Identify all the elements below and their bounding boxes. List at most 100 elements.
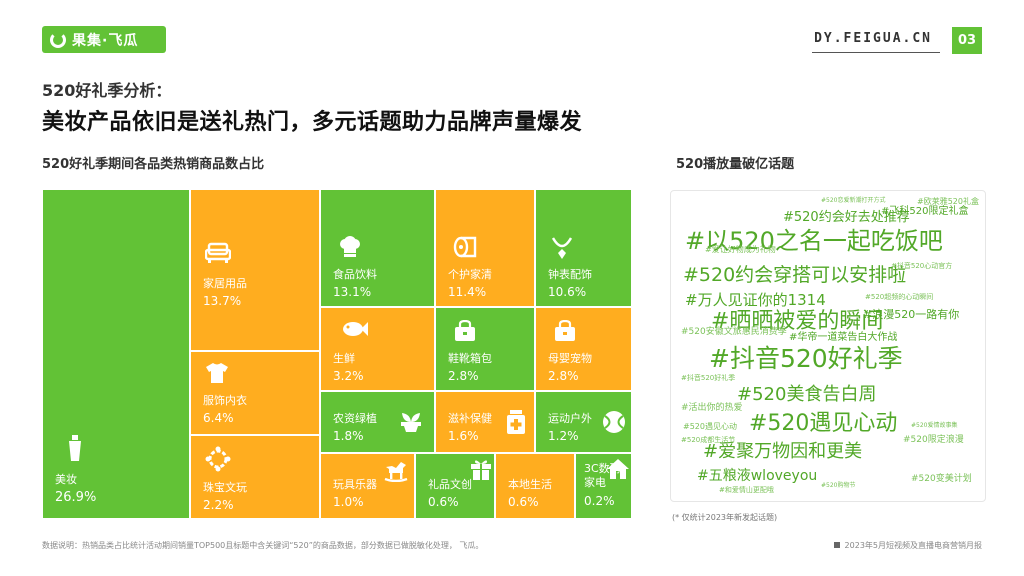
word-cloud-topic: #520遇见心动 [683,422,737,431]
word-cloud-topic: #抖音520好礼季 [681,374,736,382]
treemap-tile-value: 2.8% [448,369,479,383]
treemap-tile-value: 1.6% [448,429,479,443]
word-cloud-note: (* 仅统计2023年新发起话题) [672,513,778,522]
treemap-tile-label: 个护家清 [448,268,492,281]
treemap-tile: 本地生活 0.6% [495,453,575,519]
treemap-tile-label: 服饰内衣 [203,394,247,407]
treemap-tile-value: 6.4% [203,411,234,425]
treemap-tile-value: 1.2% [548,429,579,443]
treemap-tile-label: 本地生活 [508,478,552,491]
treemap-tile-value: 11.4% [448,285,487,299]
word-cloud-title: 520播放量破亿话题 [676,157,795,172]
treemap-tile: 母婴宠物 2.8% [535,307,632,391]
sofa-icon [204,242,232,268]
house-icon [606,458,630,484]
tshirt-icon [205,362,229,388]
treemap-tile: 珠宝文玩 2.2% [190,435,320,519]
treemap-tile-label: 母婴宠物 [548,352,592,365]
treemap-tile-value: 0.6% [428,495,459,509]
word-cloud-topic: #520成都生活节 [681,436,736,444]
word-cloud-topic: #520超频的心动瞬间 [865,293,934,301]
treemap-tile-label: 运动户外 [548,412,592,425]
treemap-tile-label: 鞋靴箱包 [448,352,492,365]
word-cloud-topic: #520限定浪漫 [903,435,964,445]
treemap-tile-label: 食品饮料 [333,268,377,281]
treemap-tile: 玩具乐器 1.0% [320,453,415,519]
footer-report-name: 2023年5月短视频及直播电商营销月报 [834,540,982,551]
word-cloud-topic: #以520之名一起吃饭吧 [685,227,943,255]
word-cloud: #以520之名一起吃饭吧 #520约会穿搭可以安排啦 #晒晒被爱的瞬间 #抖音520好… [670,190,986,502]
word-cloud-topic: #活出你的热爱 [681,403,743,413]
treemap-tile-label: 农资绿植 [333,412,377,425]
gift-icon [470,458,492,484]
treemap-tile: 农资绿植 1.8% [320,391,435,453]
treemap-tile-value: 13.7% [203,294,242,308]
word-cloud-topic: #飞科520限定礼盒 [881,206,969,217]
word-cloud-topic: #爱让好物成为礼物 [705,245,776,254]
treemap-tile: 钟表配饰 10.6% [535,189,632,307]
treemap-tile-value: 13.1% [333,285,372,299]
chart-title: 520好礼季期间各品类热销商品数占比 [42,157,265,172]
logo-text: 果集·飞瓜 [72,32,139,49]
word-cloud-topic: #华帝一道菜告白大作战 [789,332,898,343]
treemap-tile-label: 礼品文创 [428,478,472,491]
treemap-tile: 鞋靴箱包 2.8% [435,307,535,391]
word-cloud-topic: #爱聚万物因和更美 [703,441,863,462]
section-subtitle: 520好礼季分析： [42,81,172,100]
word-cloud-topic: #抖音520好礼季 [709,344,903,373]
word-cloud-topic: #520变美计划 [911,474,972,484]
treemap-tile-label: 珠宝文玩 [203,481,247,494]
word-cloud-topic: #抖音520心动官方 [891,262,953,270]
treemap-tile-label: 生鲜 [333,352,355,365]
word-cloud-topic: #五粮液wloveyou [697,468,818,484]
treemap-chart: 美妆 26.9% 家居用品 13.7% 服饰内衣 6.4% 珠宝文玩 2.2% 食品饮料 13.1… [42,189,632,519]
medicine-icon [506,410,526,438]
treemap-tile: 生鲜 3.2% [320,307,435,391]
word-cloud-topic: #520爱情故事集 [911,422,958,429]
treemap-tile-value: 3.2% [333,369,364,383]
treemap-tile: 滋补保健 1.6% [435,391,535,453]
treemap-tile: 服饰内衣 6.4% [190,351,320,435]
treemap-tile-value: 2.8% [548,369,579,383]
word-cloud-topic: #520遇见心动 [749,411,898,436]
word-cloud-topic: #520购物节 [821,482,856,489]
treemap-tile: 个护家清 11.4% [435,189,535,307]
word-cloud-topic: #晒晒被爱的瞬间 [711,309,884,334]
treemap-tile-value: 26.9% [55,490,97,505]
treemap-tile-label: 滋补保健 [448,412,492,425]
plant-icon [399,410,423,436]
word-cloud-topic: #520约会好去处推荐 [783,210,910,225]
footer-data-note: 数据说明：热销品类占比统计活动期间销量TOP500且标题中含关键词“520”的商… [42,541,484,550]
brand-logo: 果集·飞瓜 [42,26,166,53]
rocking-horse-icon [383,460,409,486]
treemap-tile-label: 美妆 [55,473,77,486]
treemap-tile: 美妆 26.9% [42,189,190,519]
treemap-tile-value: 10.6% [548,285,587,299]
page-number: 03 [952,27,982,54]
word-cloud-topic: #520安徽文旅惠民消费季 [681,327,787,337]
bracelet-icon [205,446,231,476]
word-cloud-topic: #520约会穿搭可以安排啦 [683,264,907,286]
word-cloud-topic: #520美食告白周 [737,384,877,405]
site-url: DY.FEIGUA.CN [814,31,932,46]
divider [812,52,940,53]
treemap-tile: 运动户外 1.2% [535,391,632,453]
necklace-icon [550,236,574,264]
treemap-tile-label: 钟表配饰 [548,268,592,281]
word-cloud-topic: #520恋爱新潮打开方式 [821,197,886,204]
treemap-tile: 3C数码 家电 0.2% [575,453,632,519]
tissue-icon [453,236,479,262]
ball-icon [602,410,626,438]
treemap-tile-label: 3C数码 家电 [584,462,621,489]
treemap-tile: 食品饮料 13.1% [320,189,435,307]
treemap-tile-label: 玩具乐器 [333,478,377,491]
logo-icon [50,31,66,48]
treemap-tile-value: 0.6% [508,495,539,509]
treemap-tile: 礼品文创 0.6% [415,453,495,519]
lotion-icon [67,435,83,465]
chef-hat-icon [338,236,362,262]
page-title: 美妆产品依旧是送礼热门，多元话题助力品牌声量爆发 [42,110,583,135]
treemap-tile-value: 2.2% [203,498,234,512]
bag-icon [454,319,476,346]
word-cloud-topic: #万人见证你的1314 [685,291,826,309]
